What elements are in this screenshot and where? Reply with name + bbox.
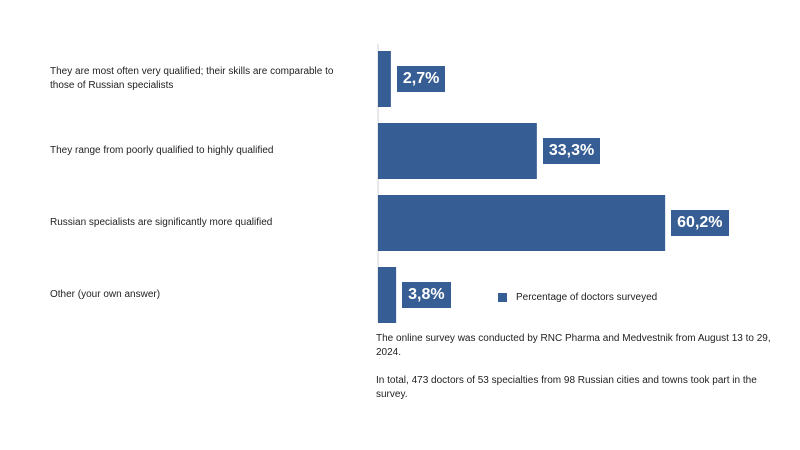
category-label-4: Other (your own answer) xyxy=(50,289,161,300)
bar-4 xyxy=(378,267,397,323)
value-label-2: 33,3% xyxy=(542,138,601,164)
category-label-1: They are most often very qualified; thei… xyxy=(50,66,334,91)
bar-1 xyxy=(378,51,391,107)
value-label-1: 2,7% xyxy=(396,66,446,92)
bar-3 xyxy=(378,195,666,251)
category-label-3: Russian specialists are significantly mo… xyxy=(50,217,273,228)
value-label-4: 3,8% xyxy=(402,282,451,308)
category-label-2: They range from poorly qualified to high… xyxy=(50,145,274,156)
legend-label: Percentage of doctors surveyed xyxy=(516,292,658,303)
value-label-3: 60,2% xyxy=(671,210,729,236)
bar-2 xyxy=(378,123,537,179)
survey-note-1: The online survey was conducted by RNC P… xyxy=(376,333,771,358)
legend: Percentage of doctors surveyed xyxy=(498,292,657,303)
survey-note-2: In total, 473 doctors of 53 specialties … xyxy=(376,375,757,400)
legend-swatch xyxy=(498,293,507,302)
